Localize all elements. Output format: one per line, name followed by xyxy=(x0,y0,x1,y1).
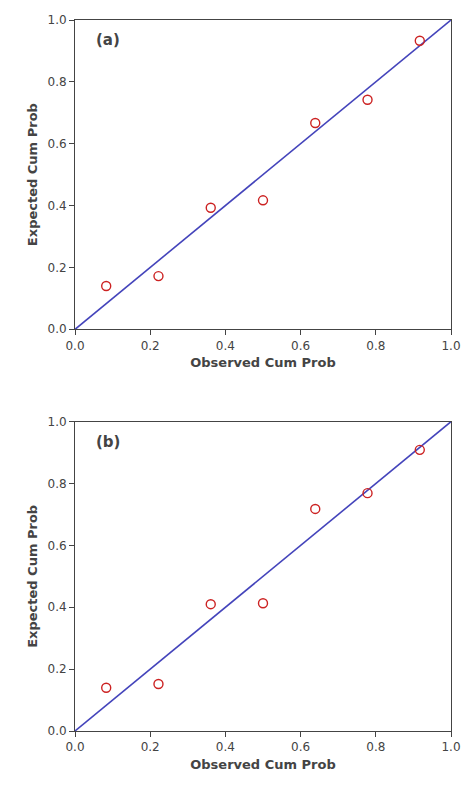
svg-text:0.0: 0.0 xyxy=(48,724,67,738)
svg-text:0.6: 0.6 xyxy=(291,339,310,353)
svg-text:(a): (a) xyxy=(96,31,120,49)
svg-text:0.4: 0.4 xyxy=(216,339,235,353)
svg-text:0.8: 0.8 xyxy=(48,477,67,491)
svg-text:1.0: 1.0 xyxy=(48,13,67,27)
svg-text:(b): (b) xyxy=(96,433,120,451)
svg-text:Expected Cum Prob: Expected Cum Prob xyxy=(25,103,40,246)
svg-text:0.2: 0.2 xyxy=(48,261,67,275)
svg-text:0.0: 0.0 xyxy=(65,339,84,353)
svg-text:0.8: 0.8 xyxy=(366,339,385,353)
svg-text:1.0: 1.0 xyxy=(441,339,460,353)
svg-text:0.2: 0.2 xyxy=(48,662,67,676)
svg-text:0.2: 0.2 xyxy=(141,339,160,353)
svg-text:1.0: 1.0 xyxy=(441,740,460,754)
svg-text:0.4: 0.4 xyxy=(216,740,235,754)
svg-text:Observed Cum Prob: Observed Cum Prob xyxy=(190,757,336,772)
svg-text:0.6: 0.6 xyxy=(48,539,67,553)
svg-text:0.8: 0.8 xyxy=(366,740,385,754)
svg-text:0.6: 0.6 xyxy=(291,740,310,754)
svg-text:0.8: 0.8 xyxy=(48,75,67,89)
svg-text:0.0: 0.0 xyxy=(65,740,84,754)
svg-text:0.2: 0.2 xyxy=(141,740,160,754)
svg-text:Observed Cum Prob: Observed Cum Prob xyxy=(190,355,336,370)
svg-text:0.0: 0.0 xyxy=(48,322,67,336)
svg-text:Expected Cum Prob: Expected Cum Prob xyxy=(25,505,40,648)
svg-text:0.4: 0.4 xyxy=(48,199,67,213)
svg-text:0.4: 0.4 xyxy=(48,600,67,614)
svg-text:1.0: 1.0 xyxy=(48,415,67,429)
svg-text:0.6: 0.6 xyxy=(48,137,67,151)
